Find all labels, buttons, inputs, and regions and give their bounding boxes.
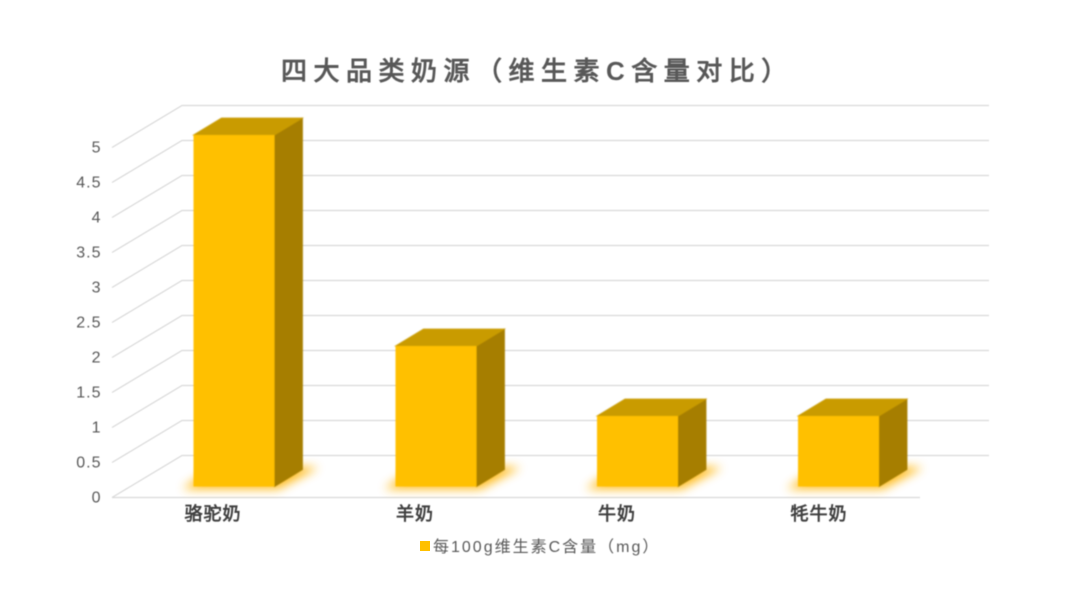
svg-text:0.5: 0.5 bbox=[76, 455, 101, 472]
svg-text:0: 0 bbox=[92, 490, 102, 507]
svg-text:羊奶: 羊奶 bbox=[396, 503, 434, 524]
svg-text:4.5: 4.5 bbox=[76, 175, 101, 192]
svg-text:4: 4 bbox=[92, 210, 102, 227]
svg-text:1: 1 bbox=[92, 420, 102, 437]
svg-text:5: 5 bbox=[92, 140, 102, 157]
svg-text:每100g维生素C含量（mg）: 每100g维生素C含量（mg） bbox=[433, 538, 660, 556]
svg-text:牦牛奶: 牦牛奶 bbox=[791, 503, 848, 524]
svg-text:四大品类奶源（维生素C含量对比）: 四大品类奶源（维生素C含量对比） bbox=[281, 56, 794, 86]
svg-text:1.5: 1.5 bbox=[76, 385, 101, 402]
svg-text:3: 3 bbox=[92, 280, 102, 297]
svg-text:3.5: 3.5 bbox=[76, 245, 101, 262]
svg-text:2: 2 bbox=[92, 350, 102, 367]
svg-text:牛奶: 牛奶 bbox=[598, 503, 636, 524]
svg-text:骆驼奶: 骆驼奶 bbox=[185, 503, 242, 524]
svg-text:2.5: 2.5 bbox=[76, 315, 101, 332]
